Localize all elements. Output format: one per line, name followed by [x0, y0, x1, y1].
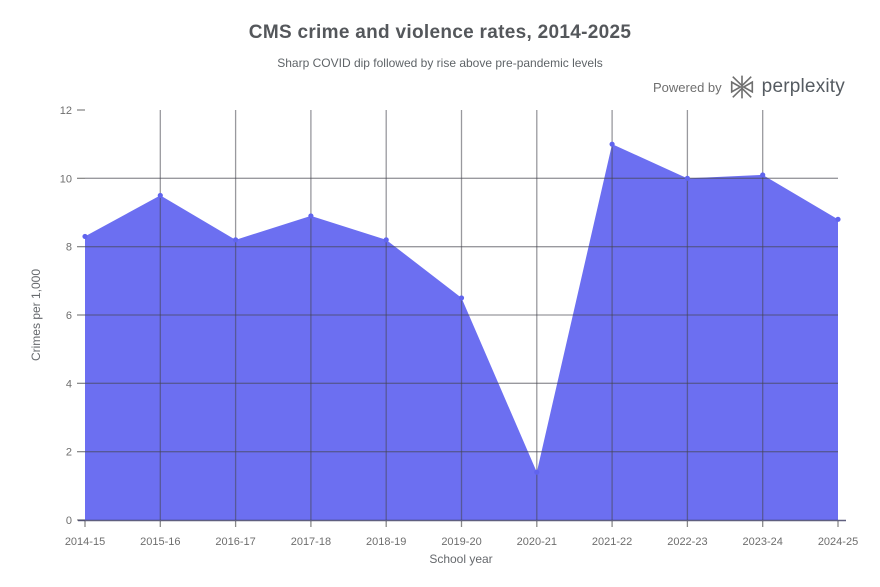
y-tick-label: 8: [66, 242, 72, 254]
data-point: [835, 216, 841, 222]
perplexity-logo-icon: [729, 74, 755, 100]
x-tick-label: 2015-16: [140, 536, 180, 548]
x-tick-label: 2017-18: [291, 536, 331, 548]
y-tick-label: 0: [66, 515, 72, 527]
x-tick-label: 2022-23: [667, 536, 707, 548]
axis-tick-marks: [77, 109, 839, 527]
data-point: [82, 233, 88, 240]
y-tick-label: 12: [60, 105, 72, 117]
x-tick-label: 2023-24: [743, 536, 783, 548]
x-tick-label: 2016-17: [215, 536, 255, 548]
powered-by-badge: Powered by perplexity: [653, 74, 845, 100]
y-tick-label: 6: [66, 310, 72, 322]
data-point: [233, 237, 239, 243]
x-tick-label: 2014-15: [65, 536, 105, 548]
data-point: [458, 295, 465, 301]
x-axis-title: School year: [429, 552, 492, 566]
x-axis-labels: 2014-15 2015-16 2016-17 2017-18 2018-19 2019-…: [65, 536, 858, 548]
perplexity-wordmark: perplexity: [761, 76, 845, 97]
data-point: [684, 175, 691, 181]
data-point-markers: [82, 141, 841, 475]
data-point: [308, 213, 314, 219]
y-tick-label: 10: [60, 173, 72, 185]
x-tick-label: 2018-19: [366, 536, 406, 548]
data-point: [157, 192, 163, 199]
data-point: [534, 469, 540, 475]
x-tick-label: 2021-22: [592, 536, 632, 548]
data-point: [609, 141, 615, 147]
chart-subtitle: Sharp COVID dip followed by rise above p…: [277, 56, 603, 70]
chart-title: CMS crime and violence rates, 2014-2025: [248, 22, 632, 43]
data-point: [760, 172, 766, 178]
powered-by-label: Powered by: [653, 79, 722, 95]
chart-gridlines-overlay: [85, 110, 838, 520]
y-tick-label: 2: [66, 447, 72, 459]
x-tick-label: 2024-25: [818, 536, 858, 548]
y-axis-title: Crimes per 1,000: [29, 269, 43, 361]
y-tick-label: 4: [66, 378, 72, 390]
x-tick-label: 2020-21: [517, 536, 557, 548]
x-tick-label: 2019-20: [441, 536, 481, 548]
data-point: [383, 237, 389, 243]
y-axis-labels: 0 2 4 6 8 10 12: [60, 105, 72, 527]
